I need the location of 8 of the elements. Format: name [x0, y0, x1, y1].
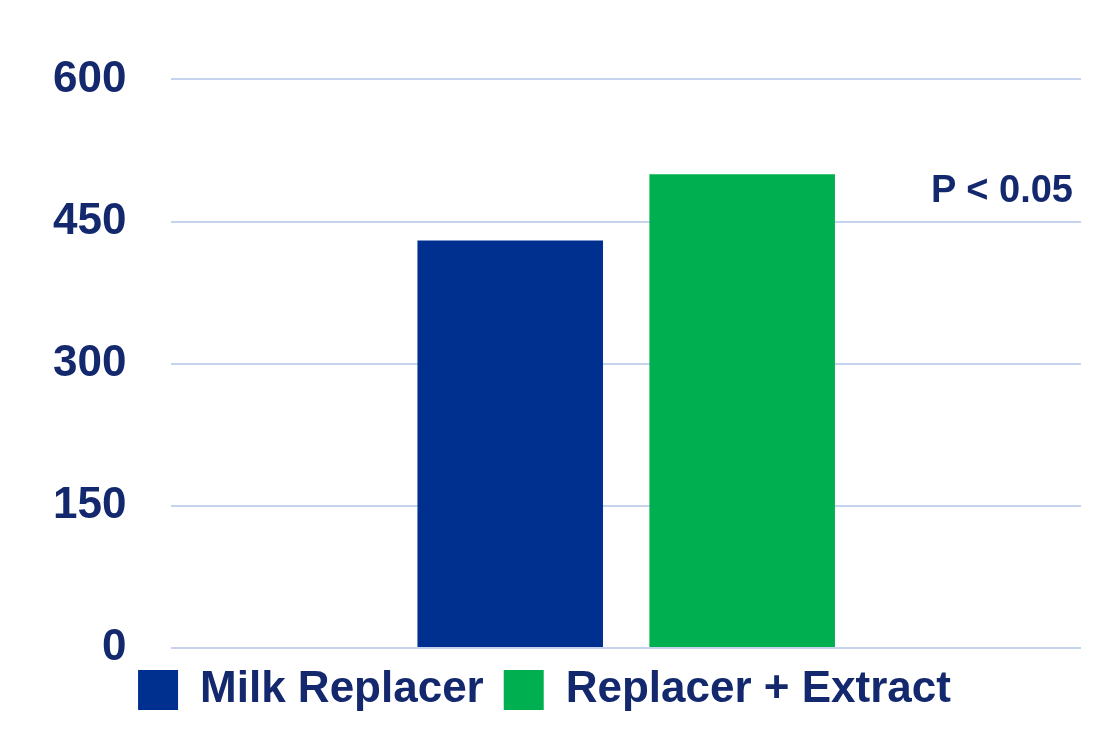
- legend-label: Replacer + Extract: [565, 662, 952, 712]
- annotation: P < 0.05: [931, 167, 1073, 210]
- y-tick-label: 300: [52, 335, 127, 385]
- y-tick-label: 0: [101, 620, 127, 670]
- y-tick-label: 450: [52, 193, 127, 243]
- legend-label: Milk Replacer: [200, 662, 484, 712]
- y-tick-label: 150: [52, 477, 127, 527]
- y-tick-label: 600: [52, 51, 127, 101]
